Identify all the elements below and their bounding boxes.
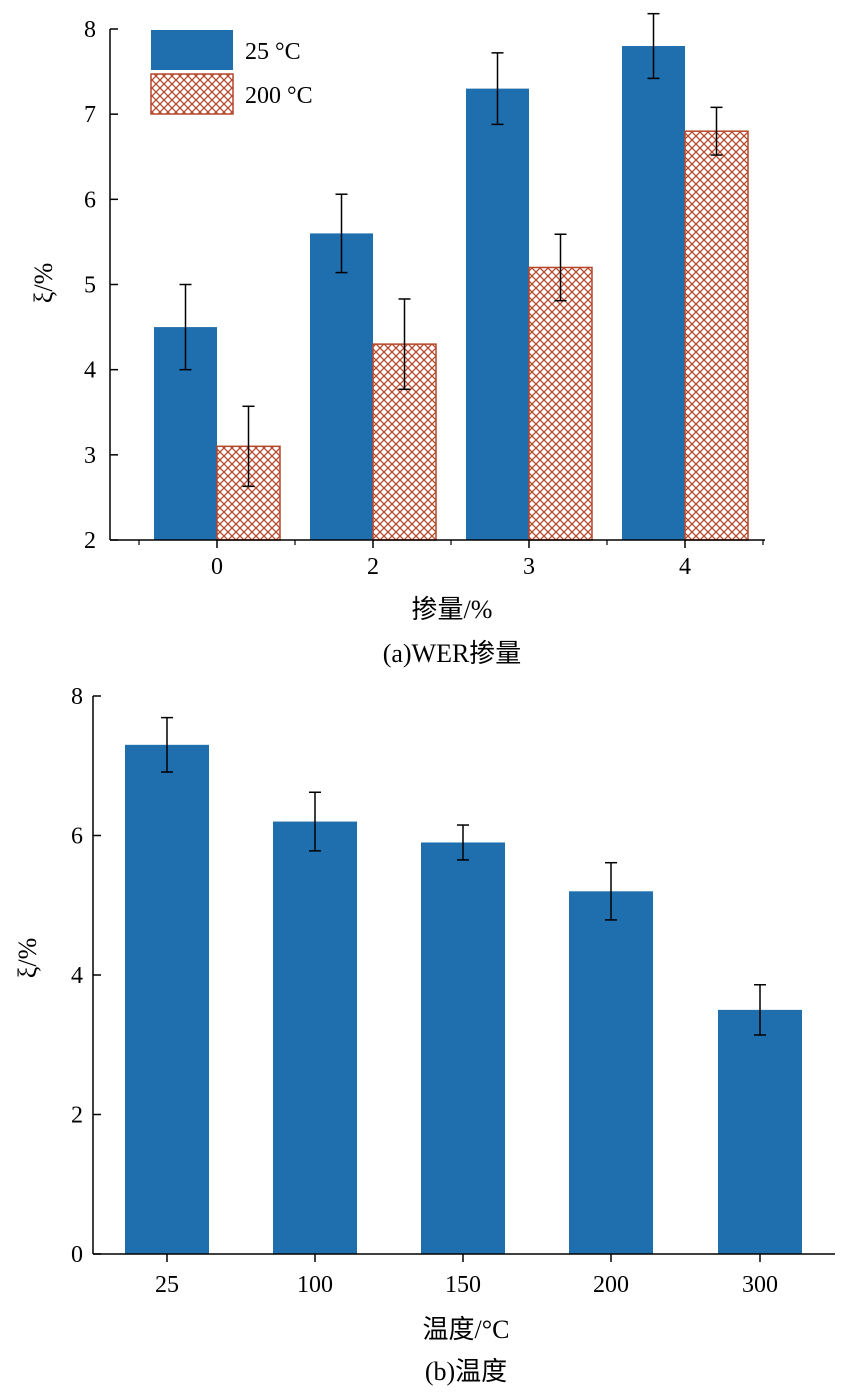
bar-200c-dosage-3 (528, 266, 593, 541)
y-tick-label-4: 4 (71, 963, 83, 989)
x-tick-label-200: 200 (593, 1272, 629, 1298)
error-bar-temp-200 (605, 861, 617, 921)
error-bar-25c-dosage-0 (179, 283, 192, 371)
x-tick-label-2: 2 (367, 554, 379, 580)
y-tick-label-6: 6 (71, 824, 83, 850)
bar-25c-dosage-4 (622, 46, 685, 541)
chart-b-x-ticks: 25 100 150 200 300 (155, 1254, 778, 1298)
y-tick-label-2: 2 (84, 528, 96, 554)
chart-b-y-ticks: 0 2 4 6 8 (71, 684, 101, 1268)
chart-b-caption: (b)温度 (425, 1357, 507, 1386)
legend-label-200c: 200 °C (245, 83, 313, 109)
error-bar-temp-300 (754, 984, 766, 1036)
x-tick-label-300: 300 (742, 1272, 778, 1298)
bar-25c-dosage-3 (466, 88, 529, 540)
error-bar-temp-100 (309, 791, 321, 852)
chart-b-y-axis-label: ξ/% (13, 938, 42, 978)
chart-b-x-axis-label: 温度/°C (423, 1315, 510, 1344)
error-bar-temp-150 (457, 824, 469, 861)
x-tick-label-4: 4 (679, 554, 691, 580)
legend-swatch-200c (150, 73, 234, 115)
error-bar-temp-25 (161, 716, 173, 773)
y-tick-label-8: 8 (84, 17, 96, 43)
error-bar-25c-dosage-4 (647, 12, 660, 80)
bar-25c-dosage-2 (310, 233, 373, 540)
chart-a-y-ticks: 2 3 4 5 6 7 8 (84, 17, 118, 554)
y-tick-label-6: 6 (84, 187, 96, 213)
bar-temp-200 (569, 891, 653, 1254)
y-tick-label-0: 0 (71, 1242, 83, 1268)
y-tick-label-8: 8 (71, 684, 83, 710)
x-tick-label-100: 100 (297, 1272, 333, 1298)
error-bar-200c-dosage-3 (554, 233, 567, 302)
chart-b-bars (125, 744, 802, 1254)
bar-temp-100 (273, 821, 357, 1254)
y-tick-label-3: 3 (84, 443, 96, 469)
error-bar-200c-dosage-2 (398, 298, 411, 391)
bar-temp-25 (125, 744, 209, 1254)
chart-a-error-bars (179, 12, 723, 488)
chart-a-y-axis-label: ξ/% (29, 263, 58, 303)
y-tick-label-4: 4 (84, 358, 96, 384)
x-tick-label-150: 150 (445, 1272, 481, 1298)
bar-200c-dosage-4 (684, 130, 749, 541)
chart-a-legend: 25 °C 200 °C (150, 30, 313, 115)
chart-a-x-axis-label: 掺量/% (412, 595, 493, 624)
error-bar-25c-dosage-3 (491, 52, 504, 126)
chart-a-bars (154, 46, 749, 541)
legend-swatch-25c (151, 30, 233, 70)
error-bar-200c-dosage-4 (710, 106, 723, 156)
chart-a-caption: (a)WER掺量 (383, 639, 522, 668)
chart-a-x-ticks: 0 2 3 4 (138, 540, 764, 580)
x-tick-label-3: 3 (523, 554, 535, 580)
legend-label-25c: 25 °C (245, 39, 301, 65)
y-tick-label-2: 2 (71, 1103, 83, 1129)
bar-temp-150 (421, 842, 505, 1254)
chart-b-error-bars (161, 716, 766, 1036)
error-bar-25c-dosage-2 (335, 193, 348, 274)
x-tick-label-25: 25 (155, 1272, 179, 1298)
x-tick-label-0: 0 (211, 554, 223, 580)
chart-a-wer-dosage: 2 3 4 5 6 7 8 0 2 3 4 25 °C 200 °C ξ/% 掺量/% (a)WER… (29, 12, 765, 668)
y-tick-label-7: 7 (84, 102, 96, 128)
chart-b-temperature: 0 2 4 6 8 25 100 150 200 300 ξ/% 温度/°C (b)温度 (13, 684, 835, 1386)
error-bar-200c-dosage-0 (242, 405, 255, 488)
bar-temp-300 (718, 1009, 802, 1254)
y-tick-label-5: 5 (84, 273, 96, 299)
